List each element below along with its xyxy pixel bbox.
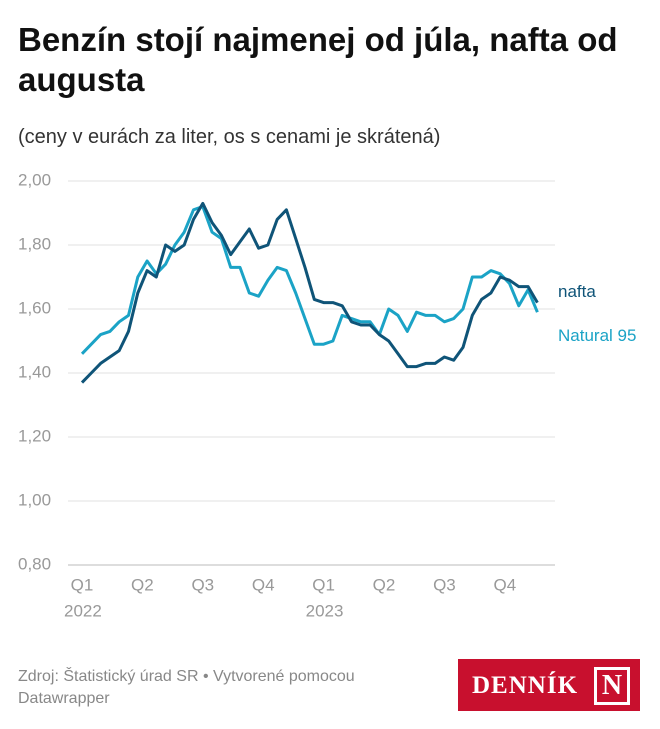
logo-mark: N <box>594 667 630 705</box>
x-tick-label: Q2 <box>373 575 396 594</box>
y-tick-label: 0,80 <box>18 554 51 573</box>
y-tick-label: 2,00 <box>18 170 51 189</box>
x-year-label: 2022 <box>64 601 102 620</box>
chart-title: Benzín stojí najmenej od júla, nafta od … <box>18 21 618 98</box>
y-tick-label: 1,00 <box>18 490 51 509</box>
x-tick-label: Q1 <box>312 575 335 594</box>
x-tick-label: Q1 <box>71 575 94 594</box>
y-tick-label: 1,60 <box>18 298 51 317</box>
series-line <box>80 201 539 384</box>
logo-text: DENNÍK <box>472 672 579 699</box>
series-label: nafta <box>558 282 596 301</box>
x-tick-label: Q2 <box>131 575 154 594</box>
y-tick-label: 1,20 <box>18 426 51 445</box>
x-tick-label: Q4 <box>252 575 275 594</box>
logo: DENNÍK N <box>458 659 640 711</box>
series-label: Natural 95 <box>558 326 637 345</box>
x-tick-label: Q3 <box>191 575 214 594</box>
x-tick-label: Q3 <box>433 575 456 594</box>
x-year-label: 2023 <box>306 601 344 620</box>
y-tick-label: 1,40 <box>18 362 51 381</box>
x-tick-label: Q4 <box>493 575 516 594</box>
source-note: Zdroj: Štatistický úrad SR • Vytvorené p… <box>18 668 355 707</box>
chart-subtitle: (ceny v eurách za liter, os s cenami je … <box>18 126 441 148</box>
y-tick-label: 1,80 <box>18 234 51 253</box>
